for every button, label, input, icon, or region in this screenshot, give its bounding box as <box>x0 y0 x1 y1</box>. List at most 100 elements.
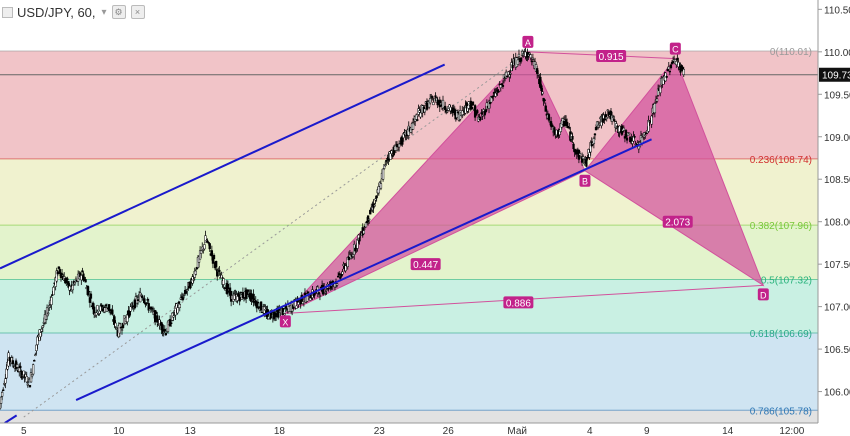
candle-body <box>4 378 7 384</box>
candle-body <box>212 255 216 260</box>
current-price-label: 109.73 <box>822 71 850 82</box>
candle-body <box>194 270 197 275</box>
candle-body <box>36 336 39 345</box>
candle-body <box>324 292 327 294</box>
settings-icon[interactable]: ⚙ <box>111 5 126 19</box>
fib-band-0.618 <box>0 332 818 411</box>
candle-body <box>164 333 168 336</box>
candle-body <box>506 75 509 78</box>
candle-body <box>480 112 483 114</box>
candle-body <box>259 301 263 311</box>
candle-body <box>28 385 32 388</box>
candle-body <box>375 195 378 199</box>
candle-body <box>325 289 328 291</box>
fib-band-0.786 <box>0 410 818 423</box>
candle-body <box>11 360 14 365</box>
candle-body <box>218 269 221 272</box>
candle-body <box>636 142 639 145</box>
candle-body <box>57 266 61 269</box>
candle-body <box>96 305 99 311</box>
candle-body <box>470 106 474 110</box>
candle-body <box>479 116 482 121</box>
chevron-down-icon[interactable]: ▾ <box>101 6 107 18</box>
candle-body <box>101 308 104 312</box>
channel-line <box>0 63 446 270</box>
candle-body <box>504 71 508 79</box>
ratio-label: 0.447 <box>413 260 438 271</box>
candle-body <box>610 115 614 122</box>
point-label-box <box>669 42 681 55</box>
candle-body <box>655 98 659 102</box>
candle-body <box>368 218 371 221</box>
candle-body <box>181 297 185 300</box>
candle-body <box>446 110 449 113</box>
candle-body <box>111 309 114 315</box>
candle-body <box>369 209 372 215</box>
candle-body <box>508 74 511 78</box>
candle-body <box>622 127 625 131</box>
chart-header: USD/JPY, 60, ▾ ⚙ × <box>2 3 145 21</box>
candle-body <box>71 284 74 291</box>
candle-body <box>178 303 181 309</box>
candle-body <box>490 95 493 103</box>
candle-body <box>20 370 23 379</box>
candle-body <box>192 279 195 281</box>
candle-body <box>143 298 146 304</box>
time-tick-label: 9 <box>644 426 650 436</box>
candle-body <box>524 51 527 57</box>
candle-body <box>222 278 225 285</box>
candle-body <box>541 91 544 95</box>
candle-body <box>141 295 144 298</box>
candle-body <box>517 53 521 57</box>
candle-body <box>25 376 28 383</box>
candle-body <box>19 365 22 369</box>
candle-body <box>381 168 385 180</box>
candle-body <box>396 149 400 152</box>
candle-body <box>147 303 150 311</box>
time-tick-label: 23 <box>374 426 386 436</box>
pattern-triangle-bcd <box>584 57 765 287</box>
candle-body <box>150 308 154 310</box>
close-icon[interactable]: × <box>130 5 145 19</box>
candle-body <box>461 110 464 116</box>
candle-body <box>473 105 477 118</box>
point-label-B: B <box>582 177 588 187</box>
candle-body <box>443 105 447 110</box>
candle-body <box>494 92 497 97</box>
time-axis-bg <box>0 423 850 436</box>
candle-body <box>207 242 210 244</box>
candle-body <box>104 304 108 307</box>
candle-body <box>295 305 298 309</box>
candle-body <box>429 98 432 104</box>
candle-body <box>281 308 284 315</box>
time-tick-label: 18 <box>274 426 286 436</box>
candle-body <box>433 98 436 102</box>
price-axis: 110.50 110.00 109.50 109.00 108.50 108.00 107.… <box>817 0 850 436</box>
candle-body <box>206 240 209 243</box>
candle-body <box>156 315 159 323</box>
candle-body <box>530 60 533 63</box>
price-tick-label: 109.50 <box>824 90 850 101</box>
candle-body <box>659 86 662 94</box>
pattern-triangle-xab <box>284 50 586 314</box>
point-label-A: A <box>525 38 531 48</box>
candle-body <box>48 305 51 308</box>
point-label-box <box>757 288 769 301</box>
candle-body <box>668 70 672 73</box>
candle-body <box>565 121 569 126</box>
candle-body <box>667 66 670 70</box>
fib-level-label: 0.618(106.69) <box>750 329 812 340</box>
candle-body <box>543 99 546 102</box>
candle-body <box>671 61 675 64</box>
candle-body <box>582 156 585 160</box>
candle-body <box>210 250 214 257</box>
candle-body <box>74 278 78 281</box>
candle-body <box>423 108 426 113</box>
candle-body <box>215 261 218 268</box>
candle-body <box>544 105 547 112</box>
candle-body <box>189 281 192 289</box>
point-label-X: X <box>282 317 288 327</box>
candle-body <box>335 283 339 286</box>
candle-body <box>0 396 3 404</box>
